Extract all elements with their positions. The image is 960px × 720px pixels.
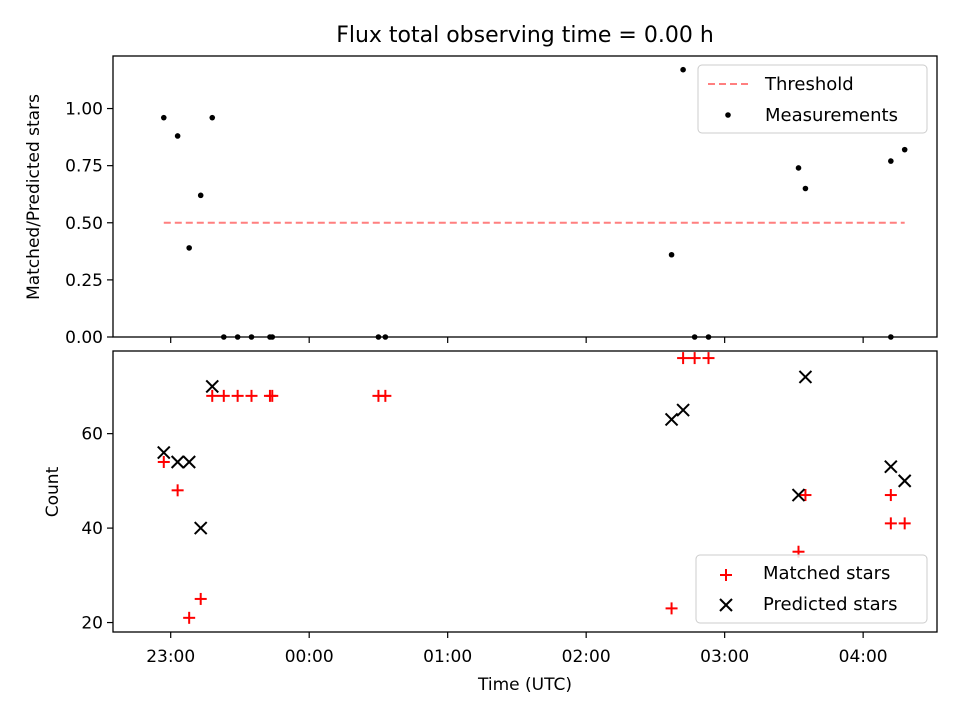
matched-star-point [665, 602, 678, 615]
measurement-point [888, 158, 894, 164]
matched-star-point [231, 389, 244, 402]
measurement-point [186, 245, 192, 251]
matched-star-point [799, 489, 812, 502]
bottom-y-tick-label: 60 [81, 425, 103, 445]
matched-star-point [157, 455, 170, 468]
measurement-point [197, 192, 204, 199]
bottom-y-tick-label: 40 [81, 519, 103, 539]
matched-star-point [206, 389, 219, 402]
predicted-star-point [791, 488, 806, 502]
legend-matched-swatch [720, 569, 732, 581]
legend-threshold-label: Threshold [764, 74, 854, 95]
top-x-ticks [170, 337, 864, 343]
x-axis-label: Time (UTC) [477, 675, 572, 695]
matched-star-point [688, 352, 701, 365]
bottom-axes-frame [112, 350, 938, 633]
legend-measurements-swatch [725, 112, 731, 118]
matched-star-point [245, 389, 258, 402]
top-y-tick-label: 0.25 [65, 271, 103, 291]
top-panel: Flux total observing time = 0.00 h 0.000… [24, 23, 938, 348]
top-y-axis-label: Matched/Predicted stars [24, 94, 44, 300]
predicted-star-point [897, 474, 912, 488]
top-y-tick-label: 1.00 [65, 100, 103, 120]
predicted-star-point [157, 445, 171, 460]
matched-star-point [266, 389, 279, 402]
x-tick-label: 04:00 [839, 647, 888, 667]
measurement-point [160, 114, 167, 121]
predicted-star-point [884, 459, 898, 474]
predicted-star-point [676, 403, 690, 417]
predicted-star-point [170, 455, 185, 469]
top-y-tick-label: 0.50 [65, 214, 103, 234]
predicted-star-point [798, 370, 813, 384]
measurement-point [668, 251, 675, 258]
x-tick-label: 23:00 [146, 647, 195, 667]
legend-predicted-swatch [719, 598, 733, 612]
legend-measurements-label: Measurements [765, 105, 898, 126]
matched-star-point [884, 489, 897, 502]
bottom-legend-box [695, 554, 928, 624]
x-tick-label: 01:00 [423, 647, 472, 667]
matched-star-point [194, 592, 207, 605]
predicted-star-point [664, 412, 679, 427]
bottom-x-ticks: 23:00 00:00 01:00 02:00 03:00 04:00 [146, 632, 888, 667]
matched-star-point [183, 611, 196, 624]
bottom-y-ticks: 20 40 60 [81, 425, 113, 634]
matched-star-point [171, 484, 184, 497]
matched-star-point [884, 517, 897, 530]
matched-star-point [898, 517, 911, 530]
x-tick-label: 02:00 [562, 647, 611, 667]
bottom-panel: 20 40 60 23:00 00:00 01:00 02:00 03:00 04:00 Co… [43, 350, 938, 695]
top-legend: Threshold Measurements [697, 64, 928, 134]
matched-star-point [677, 352, 690, 365]
matched-star-point [379, 389, 392, 402]
bottom-plot-area [157, 352, 912, 624]
measurement-point [802, 185, 809, 192]
measurement-point [901, 146, 908, 153]
top-plot-area [160, 66, 908, 340]
x-tick-label: 03:00 [700, 647, 749, 667]
top-y-tick-label: 0.75 [65, 157, 103, 177]
measurement-point [174, 133, 181, 139]
top-y-ticks: 0.00 0.25 0.50 0.75 1.00 [65, 100, 113, 348]
bottom-y-tick-label: 20 [81, 614, 103, 634]
top-legend-box [697, 64, 928, 134]
x-tick-label: 00:00 [285, 647, 334, 667]
top-chart-title: Flux total observing time = 0.00 h [336, 23, 714, 48]
legend-matched-label: Matched stars [763, 563, 890, 584]
matched-star-point [217, 389, 230, 402]
predicted-star-point [205, 379, 219, 394]
measurement-point [795, 165, 802, 171]
top-y-tick-label: 0.00 [65, 328, 103, 348]
legend-predicted-label: Predicted stars [763, 594, 897, 615]
top-axes-frame [112, 55, 938, 338]
measurement-point [209, 114, 216, 121]
bottom-legend: Matched stars Predicted stars [695, 554, 928, 624]
measurement-point [680, 66, 686, 73]
predicted-star-point [194, 521, 208, 535]
predicted-star-point [182, 455, 196, 469]
matched-star-point [702, 352, 715, 365]
bottom-y-axis-label: Count [43, 466, 63, 517]
